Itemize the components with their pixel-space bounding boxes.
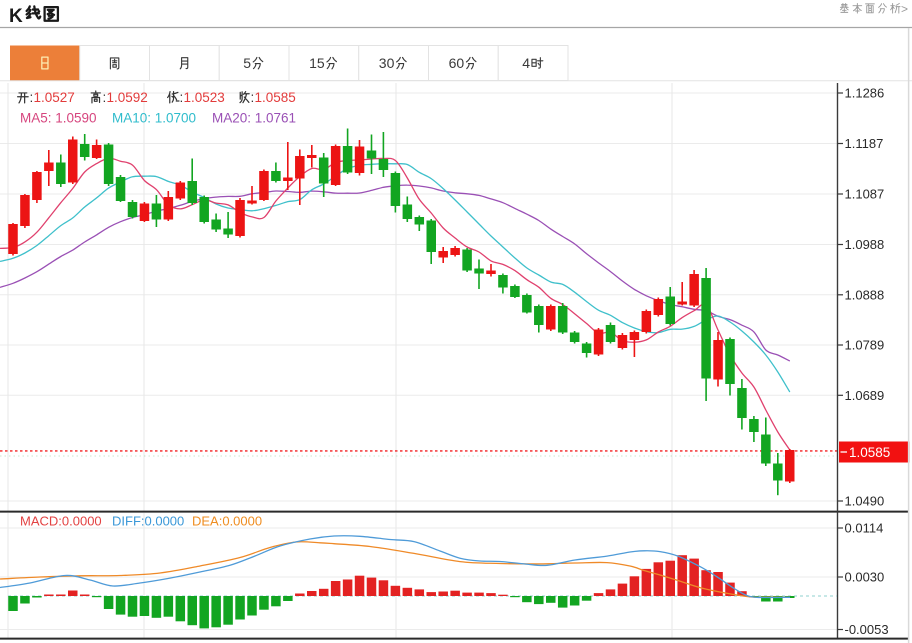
svg-text:1.1286: 1.1286 [845,86,885,101]
svg-text::: : [30,90,34,105]
svg-text:30: 30 [379,55,395,71]
svg-text:DIFF:0.0000: DIFF:0.0000 [112,514,184,529]
svg-text:DEA:0.0000: DEA:0.0000 [192,514,262,529]
svg-text:MA10: 1.0700: MA10: 1.0700 [112,111,196,126]
svg-text:MA20: 1.0761: MA20: 1.0761 [212,111,296,126]
svg-text::: : [180,90,184,105]
svg-text:1.0888: 1.0888 [845,287,885,302]
svg-text:1.1087: 1.1087 [845,187,885,202]
svg-text:MA5: 1.0590: MA5: 1.0590 [20,111,97,126]
svg-text:-0.0053: -0.0053 [845,622,889,637]
svg-text:1.1187: 1.1187 [845,136,884,151]
svg-text:>: > [901,2,908,16]
svg-text:1.0789: 1.0789 [845,338,885,353]
svg-text:4: 4 [522,55,530,71]
svg-text::: : [251,90,255,105]
svg-text:1.0585: 1.0585 [255,90,296,105]
svg-text:0.0030: 0.0030 [845,570,885,585]
svg-text:MACD:0.0000: MACD:0.0000 [20,514,102,529]
svg-text:0.0114: 0.0114 [845,521,884,536]
svg-text:1.0988: 1.0988 [845,237,885,252]
svg-text:1.0523: 1.0523 [184,90,225,105]
svg-text:15: 15 [309,55,325,71]
svg-text:60: 60 [449,55,465,71]
svg-text:1.0585: 1.0585 [849,445,890,460]
svg-text::: : [103,90,107,105]
svg-text:1.0527: 1.0527 [34,90,75,105]
svg-text:1.0490: 1.0490 [845,494,885,509]
svg-text:1.0592: 1.0592 [107,90,148,105]
svg-text:K: K [9,6,23,27]
svg-text:5: 5 [243,55,251,71]
svg-text:1.0689: 1.0689 [845,388,885,403]
